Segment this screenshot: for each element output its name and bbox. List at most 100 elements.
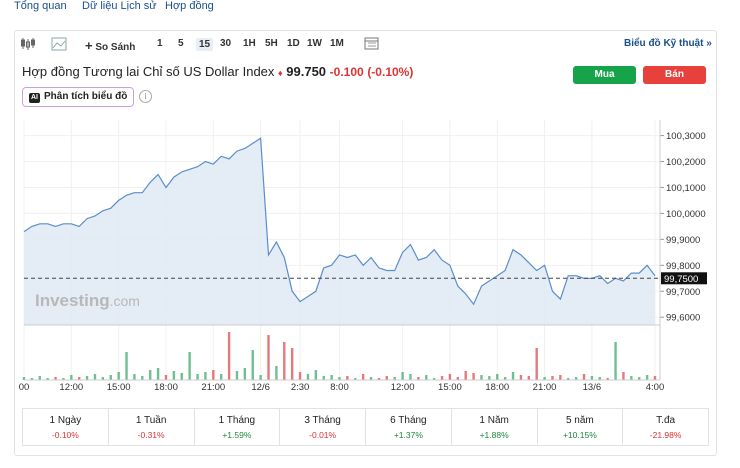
x-tick-label: 12:00 bbox=[59, 382, 83, 393]
volume-bar bbox=[235, 371, 239, 380]
volume-bar bbox=[54, 377, 57, 380]
volume-bar bbox=[448, 374, 452, 380]
performance-cell[interactable]: 1 Năm +1.88% bbox=[450, 409, 537, 445]
volume-bar bbox=[527, 376, 530, 380]
volume-bar bbox=[164, 375, 168, 380]
x-tick-label: 8:00 bbox=[330, 382, 349, 393]
tab[interactable]: Dữ liệu Lịch sử bbox=[82, 0, 157, 12]
performance-table: 1 Ngày -0.10% 1 Tuần -0.31% 1 Tháng +1.59% 3 T… bbox=[22, 408, 709, 446]
timeframe-button[interactable]: 5 bbox=[178, 38, 184, 49]
chart-card bbox=[14, 30, 717, 456]
watermark-suffix: .com bbox=[110, 293, 140, 309]
period: T.đa bbox=[656, 415, 676, 426]
change-pct: (-0.10%) bbox=[367, 65, 414, 79]
analysis-button[interactable]: AI Phân tích biểu đồ bbox=[22, 87, 134, 107]
volume-bar bbox=[259, 375, 262, 380]
performance-cell[interactable]: 1 Tháng +1.59% bbox=[193, 409, 280, 445]
period: 5 năm bbox=[565, 415, 594, 426]
chart: 100,3000 100,2000 100,1000 100,0000 99,9000 9… bbox=[19, 120, 707, 393]
volume-bar bbox=[417, 377, 420, 380]
period-change: -21.98% bbox=[649, 430, 682, 440]
volume-bar bbox=[70, 375, 73, 380]
sell-button[interactable]: Bán bbox=[643, 66, 706, 84]
technical-link[interactable]: Biểu đồ Kỹ thuật » bbox=[624, 38, 712, 49]
volume-bar bbox=[330, 375, 333, 380]
performance-cell[interactable]: T.đa -21.98% bbox=[622, 409, 708, 445]
volume-bar bbox=[543, 377, 546, 380]
timeframe-button[interactable]: 1W bbox=[307, 38, 322, 49]
volume-bar bbox=[30, 378, 34, 380]
info-icon[interactable]: i bbox=[139, 90, 152, 103]
volume-bar bbox=[622, 372, 625, 380]
down-marker: ♦ bbox=[278, 68, 283, 78]
performance-cell[interactable]: 3 Tháng -0.01% bbox=[279, 409, 365, 445]
compare-label: So Sánh bbox=[95, 42, 136, 53]
performance-cell[interactable]: 5 năm +10.15% bbox=[536, 409, 623, 445]
x-tick-label: 21:00 bbox=[533, 382, 557, 393]
timeframe-button[interactable]: 1D bbox=[287, 38, 300, 49]
timeframe-button[interactable]: 1 bbox=[157, 38, 163, 49]
y-tick-label: 99,9000 bbox=[666, 235, 700, 246]
volume-bar bbox=[196, 374, 199, 380]
y-tick-label: 100,0000 bbox=[666, 209, 706, 220]
x-tick-label: 15:00 bbox=[107, 382, 131, 393]
last-price-badge bbox=[661, 272, 707, 285]
volume-bar bbox=[535, 348, 538, 380]
period: 1 Ngày bbox=[49, 415, 82, 426]
volume-bar bbox=[172, 371, 176, 380]
period-change: +1.88% bbox=[479, 430, 509, 440]
x-tick-label: 15:00 bbox=[438, 382, 462, 393]
volume-bar bbox=[322, 376, 325, 380]
period: 6 Tháng bbox=[390, 415, 427, 426]
tab[interactable]: Tổng quan bbox=[14, 0, 67, 12]
volume-bar bbox=[393, 377, 396, 380]
volume-bar bbox=[251, 350, 254, 380]
volume-bar bbox=[606, 378, 609, 380]
volume-bar bbox=[78, 377, 81, 380]
timeframe-button[interactable]: 5H bbox=[265, 38, 278, 49]
volume-bar bbox=[559, 375, 562, 380]
performance-cell[interactable]: 1 Tuần -0.31% bbox=[107, 409, 194, 445]
timeframe-button[interactable]: 1M bbox=[330, 38, 344, 49]
compare-button[interactable]: + So Sánh bbox=[85, 38, 136, 53]
volume-bar bbox=[630, 376, 633, 380]
timeframe-button[interactable]: 1H bbox=[243, 38, 256, 49]
x-tick-label: 12/6 bbox=[251, 382, 270, 393]
watermark: Investing.com bbox=[35, 291, 140, 310]
y-tick-label: 100,1000 bbox=[666, 183, 706, 194]
tab[interactable]: Hợp đồng bbox=[165, 0, 214, 12]
volume-bar bbox=[385, 376, 389, 380]
volume-bar bbox=[456, 377, 460, 380]
volume-bar bbox=[338, 377, 341, 380]
volume-bar bbox=[369, 377, 373, 380]
volume-bar bbox=[598, 377, 601, 380]
volume-bar bbox=[275, 366, 278, 380]
volume-bar bbox=[109, 375, 112, 380]
volume-bar bbox=[227, 332, 231, 380]
analysis-label: Phân tích biểu đồ bbox=[44, 91, 128, 102]
table-icon[interactable] bbox=[364, 37, 380, 51]
volume-bar bbox=[306, 374, 310, 380]
volume-bar bbox=[653, 376, 657, 380]
buy-button[interactable]: Mua bbox=[573, 66, 636, 84]
price-line bbox=[23, 137, 656, 306]
volume-bar bbox=[432, 378, 436, 380]
period-change: +10.15% bbox=[562, 430, 597, 440]
timeframe-button[interactable]: 15 bbox=[196, 38, 214, 51]
chart-type-icons[interactable] bbox=[20, 36, 80, 52]
timeframe-button[interactable]: 30 bbox=[220, 38, 232, 49]
volume-bar bbox=[377, 378, 381, 380]
volume-bar bbox=[93, 374, 97, 380]
volume-bar bbox=[219, 374, 223, 380]
quote-row: Hợp đồng Tương lai Chỉ số US Dollar Inde… bbox=[22, 64, 413, 79]
volume-bar bbox=[46, 378, 49, 380]
x-tick-label: 2:30 bbox=[291, 382, 310, 393]
volume-bar bbox=[22, 377, 26, 380]
performance-cell[interactable]: 1 Ngày -0.10% bbox=[23, 409, 108, 445]
performance-cell[interactable]: 6 Tháng +1.37% bbox=[365, 409, 451, 445]
volume-bar bbox=[496, 374, 499, 380]
volume-bar bbox=[582, 374, 586, 380]
volume-bar bbox=[346, 376, 349, 380]
volume-bar bbox=[133, 374, 136, 380]
volume-bar bbox=[212, 370, 215, 380]
